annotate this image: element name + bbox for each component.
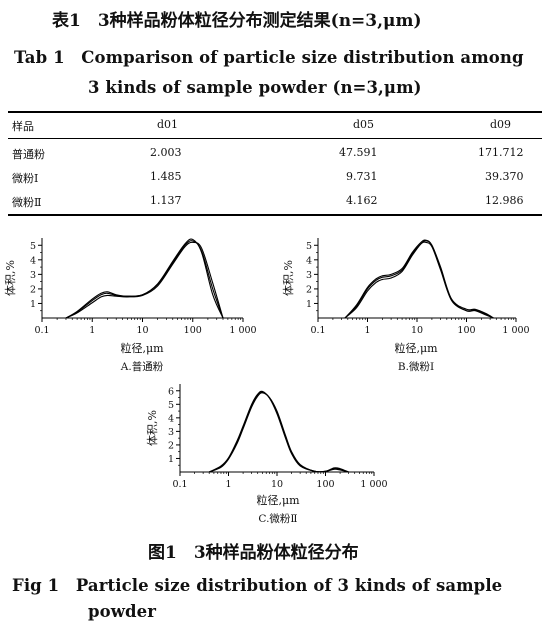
x-tick-label: 0.1	[172, 479, 187, 490]
x-tick-label: 1 000	[360, 479, 387, 490]
cell-d01: 1.485	[150, 170, 182, 183]
series-line-1	[208, 391, 349, 473]
y-tick-label: 1	[168, 454, 174, 465]
x-tick-label: 1 000	[229, 325, 256, 336]
figure-caption-en-line2: powder	[88, 602, 157, 621]
chart-c-xlabel: 粒径,μm	[256, 493, 300, 507]
x-tick-label: 1 000	[502, 325, 529, 336]
header-sample: 样品	[12, 120, 34, 133]
cell-d01: 2.003	[150, 146, 182, 159]
x-tick-label: 100	[457, 325, 475, 336]
cell-d01: 1.137	[150, 194, 182, 207]
y-tick-label: 4	[306, 255, 312, 266]
table-top-rule	[8, 111, 542, 113]
series-line-1	[344, 241, 494, 319]
y-tick-label: 3	[168, 427, 174, 438]
series-line-3	[344, 239, 494, 319]
y-tick-label: 5	[306, 241, 312, 252]
table-caption-en-line2: 3 kinds of sample powder (n=3,μm)	[88, 78, 422, 97]
y-tick-label: 5	[30, 241, 36, 252]
series-line-1	[65, 240, 224, 319]
x-tick-label: 10	[136, 325, 148, 336]
x-tick-label: 1	[89, 325, 95, 336]
cell-d09: 171.712	[478, 146, 524, 159]
x-tick-label: 100	[184, 325, 202, 336]
chart-a-ylabel: 体积,%	[3, 260, 17, 296]
x-tick-label: 10	[271, 479, 283, 490]
cell-sample: 普通粉	[12, 148, 45, 161]
y-tick-label: 6	[168, 386, 174, 397]
x-tick-label: 0.1	[310, 325, 325, 336]
series-line-3	[65, 238, 224, 319]
cell-d05: 9.731	[346, 170, 378, 183]
figure-caption-cn: 图1 3种样品粉体粒径分布	[148, 543, 359, 563]
cell-d09: 39.370	[485, 170, 524, 183]
header-d01: d01	[157, 118, 179, 131]
chart-a: 体积,% 粒径,μm A.普通粉 0.1 1 10 100 1 000 1 2 3 4 5	[3, 238, 257, 373]
x-tick-label: 0.1	[34, 325, 49, 336]
y-tick-label: 4	[30, 255, 36, 266]
y-tick-label: 4	[168, 413, 174, 424]
table-bottom-rule	[8, 214, 542, 216]
cell-sample: 微粉Ⅰ	[12, 172, 39, 185]
chart-b-xlabel: 粒径,μm	[394, 341, 438, 355]
y-tick-label: 1	[306, 299, 312, 310]
header-d09: d09	[490, 118, 512, 131]
series-line-2	[208, 392, 349, 473]
y-tick-label: 1	[30, 299, 36, 310]
table-mid-rule	[8, 138, 542, 139]
chart-b-subcaption: B.微粉Ⅰ	[398, 360, 434, 373]
chart-b-ylabel: 体积,%	[281, 260, 295, 296]
series-line-2	[344, 240, 494, 319]
chart-b: 体积,% 粒径,μm B.微粉Ⅰ 0.1 1 10 100 1 000 1 2 3 4 5	[281, 238, 530, 373]
cell-d09: 12.986	[485, 194, 524, 207]
table-caption-en-line1: Tab 1 Comparison of particle size distri…	[14, 48, 524, 67]
series-line-2	[65, 241, 224, 319]
chart-a-xlabel: 粒径,μm	[120, 341, 164, 355]
y-tick-label: 3	[30, 270, 36, 281]
x-tick-label: 1	[225, 479, 231, 490]
chart-a-subcaption: A.普通粉	[120, 360, 164, 373]
cell-d05: 4.162	[346, 194, 378, 207]
table-caption-cn: 表1 3种样品粉体粒径分布测定结果(n=3,μm)	[52, 11, 422, 31]
y-tick-label: 3	[306, 270, 312, 281]
chart-c-ylabel: 体积,%	[145, 410, 159, 446]
chart-c: 体积,% 粒径,μm C.微粉Ⅱ 0.1 1 10 100 1 000 1 2 3 4 5 6	[145, 384, 388, 525]
x-tick-label: 1	[364, 325, 370, 336]
cell-sample: 微粉Ⅱ	[12, 196, 42, 209]
x-tick-label: 100	[316, 479, 334, 490]
figure-caption-en-line1: Fig 1 Particle size distribution of 3 ki…	[12, 576, 503, 595]
chart-c-subcaption: C.微粉Ⅱ	[258, 512, 297, 525]
y-tick-label: 5	[168, 400, 174, 411]
y-tick-label: 2	[30, 284, 36, 295]
y-tick-label: 2	[168, 440, 174, 451]
series-line-3	[208, 390, 349, 473]
cell-d05: 47.591	[339, 146, 378, 159]
header-d05: d05	[353, 118, 375, 131]
x-tick-label: 10	[411, 325, 423, 336]
y-tick-label: 2	[306, 284, 312, 295]
